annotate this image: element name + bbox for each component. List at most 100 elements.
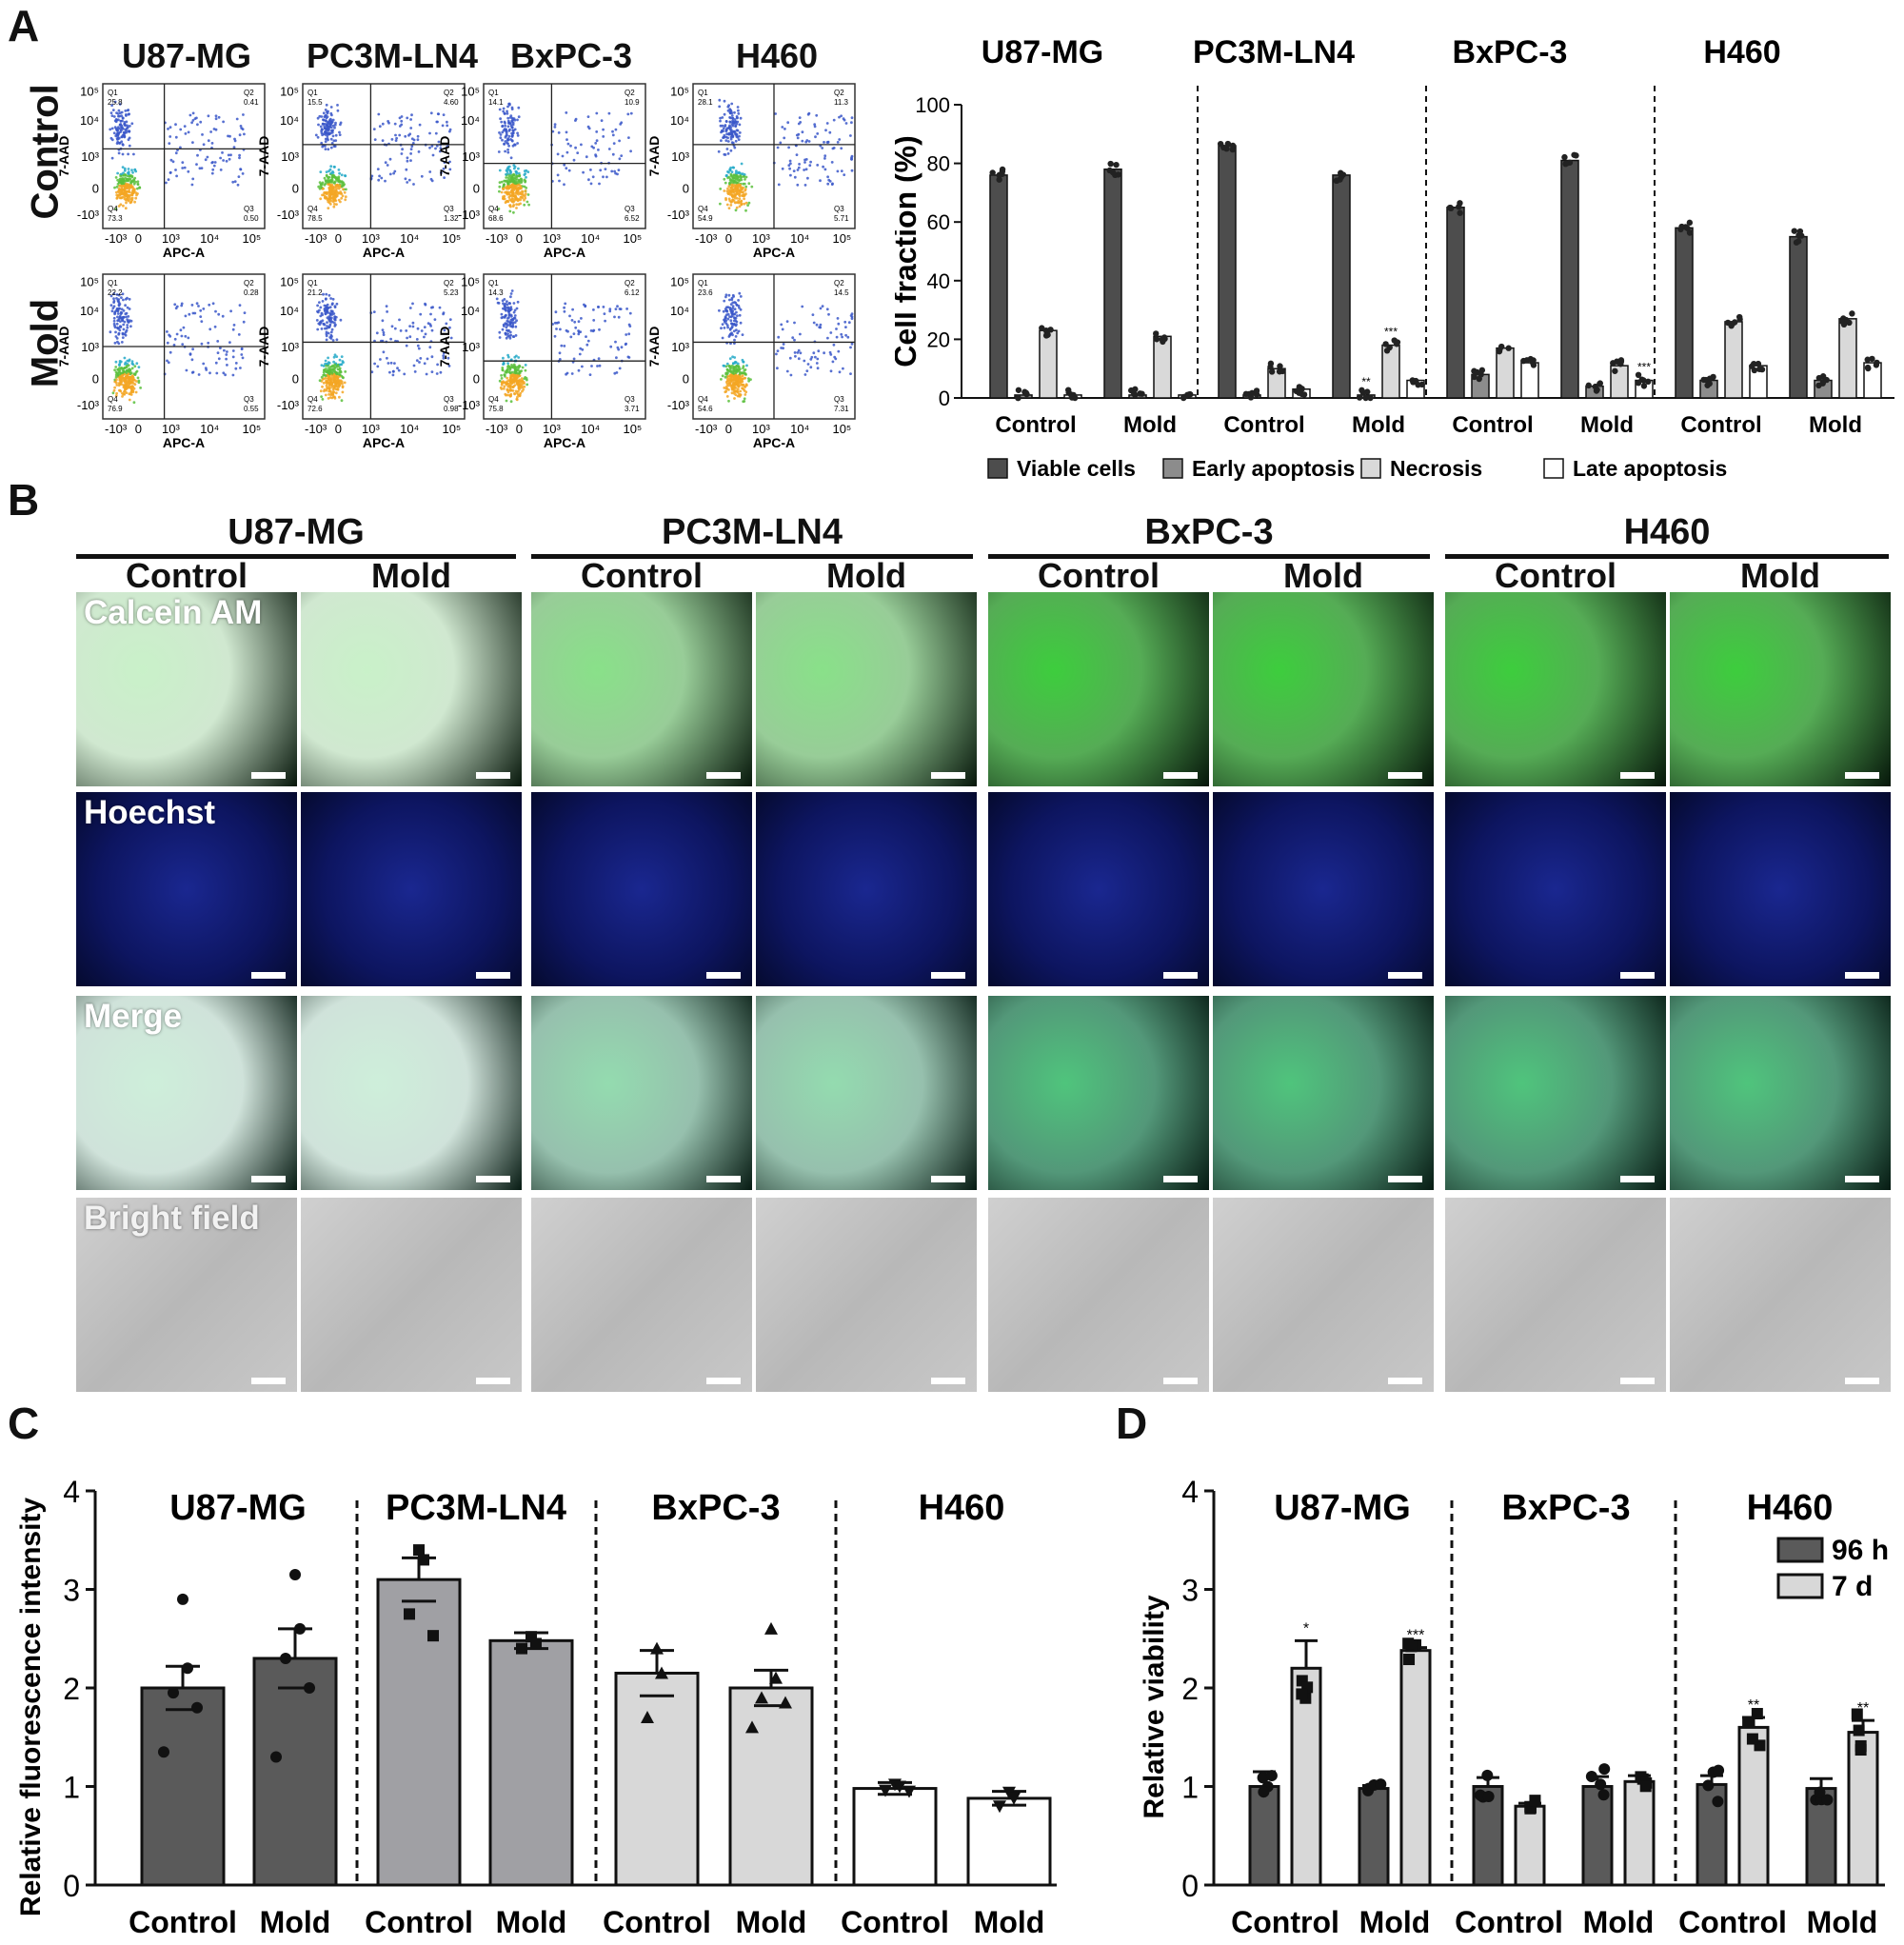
flow-event-dot <box>553 321 557 325</box>
flow-event-dot <box>620 154 624 158</box>
flow-event-dot <box>338 171 341 175</box>
flow-event-dot <box>316 327 320 331</box>
flow-event-dot <box>526 193 530 196</box>
flow-event-dot <box>838 115 841 119</box>
flow-event-dot <box>627 356 631 359</box>
flow-event-dot <box>123 385 127 388</box>
flow-event-dot <box>501 130 505 134</box>
flow-event-dot <box>329 337 333 340</box>
chart-c-point <box>993 1800 1006 1814</box>
flow-event-dot <box>435 372 439 375</box>
flow-event-dot <box>381 122 385 126</box>
flow-event-dot <box>335 387 338 391</box>
flow-event-dot <box>791 336 795 340</box>
flow-event-dot <box>115 193 119 197</box>
flow-event-dot <box>725 383 729 386</box>
flow-event-dot <box>735 389 738 393</box>
flow-event-dot <box>829 369 833 373</box>
flow-event-dot <box>122 323 126 327</box>
flow-event-dot <box>725 203 729 207</box>
stain-label: Calcein AM <box>84 594 263 631</box>
flow-event-dot <box>322 187 325 190</box>
flow-event-dot <box>119 360 123 364</box>
flow-event-dot <box>782 347 784 350</box>
flow-event-dot <box>332 373 336 377</box>
flow-event-dot <box>342 376 345 380</box>
chart-d-x-tick: Control <box>1455 1905 1563 1939</box>
flow-event-dot <box>387 362 390 365</box>
flow-event-dot <box>554 310 558 314</box>
flow-event-dot <box>128 144 131 148</box>
flow-event-dot <box>428 146 431 149</box>
scale-bar <box>1163 972 1198 979</box>
flow-event-dot <box>828 350 832 354</box>
flow-event-dot <box>846 335 850 339</box>
flow-event-dot <box>732 179 736 183</box>
micrograph-2-4 <box>988 996 1209 1190</box>
flow-event-dot <box>120 341 124 344</box>
chart-a-group-title: U87-MG <box>982 34 1103 70</box>
flow-event-dot <box>393 122 397 126</box>
chart-d-bar <box>1358 1787 1390 1887</box>
flow-event-dot <box>325 364 327 367</box>
flow-event-dot <box>731 117 735 120</box>
flow-event-dot <box>324 312 327 316</box>
chart-a-y-tick: 100 <box>915 93 950 117</box>
flow-event-dot <box>125 315 129 319</box>
flow-event-dot <box>806 363 810 366</box>
flow-event-dot <box>188 312 191 316</box>
flow-event-dot <box>518 381 522 385</box>
flow-event-dot <box>520 192 523 196</box>
flow-event-dot <box>238 133 242 137</box>
flow-event-dot <box>501 327 505 331</box>
flow-event-dot <box>378 125 382 129</box>
flow-q4-value: 75.8 <box>488 405 504 413</box>
flow-event-dot <box>121 336 125 339</box>
flow-event-dot <box>742 190 744 194</box>
flow-event-dot <box>524 189 527 192</box>
flow-event-dot <box>393 327 397 330</box>
flow-event-dot <box>233 137 236 141</box>
flow-event-dot <box>789 162 792 166</box>
chart-c-point <box>902 1785 916 1798</box>
flow-event-dot <box>235 117 239 121</box>
flow-event-dot <box>728 357 732 361</box>
flow-event-dot <box>318 187 322 190</box>
micrograph-1-5 <box>1213 792 1434 986</box>
flow-event-dot <box>512 164 516 168</box>
flow-event-dot <box>128 136 131 140</box>
scale-bar <box>1620 1176 1655 1182</box>
chart-a-point <box>1869 355 1875 363</box>
chart-a-bar <box>1103 169 1122 399</box>
flow-event-dot <box>127 364 130 367</box>
flow-event-dot <box>510 370 514 374</box>
scale-bar <box>1845 1176 1879 1182</box>
flow-event-dot <box>434 147 437 150</box>
flow-event-dot <box>117 293 121 297</box>
chart-a-point <box>1447 204 1454 211</box>
chart-c-bar <box>966 1796 1052 1887</box>
chart-a-point <box>1645 378 1652 386</box>
flow-event-dot <box>405 168 408 171</box>
flow-event-dot <box>730 111 734 115</box>
flow-event-dot <box>842 367 844 370</box>
flow-event-dot <box>506 332 509 335</box>
chart-d-y-tick: 2 <box>1181 1672 1199 1706</box>
chart-a-point <box>1299 386 1305 392</box>
flow-event-dot <box>740 178 744 182</box>
flow-event-dot <box>506 307 510 310</box>
flow-event-dot <box>724 309 728 312</box>
flow-event-dot <box>526 170 530 174</box>
flow-event-dot <box>724 387 728 390</box>
flow-q1-value: 21.2 <box>307 288 323 297</box>
flow-event-dot <box>582 170 585 174</box>
chart-d-significance: ** <box>1748 1697 1759 1714</box>
flow-event-dot <box>836 317 840 320</box>
flow-event-dot <box>511 121 515 125</box>
flow-event-dot <box>135 362 139 366</box>
flow-event-dot <box>608 309 612 313</box>
flow-event-dot <box>128 359 130 363</box>
flow-event-dot <box>729 137 733 141</box>
chart-a-point <box>1394 339 1401 346</box>
micrograph-0-6 <box>1445 592 1666 786</box>
